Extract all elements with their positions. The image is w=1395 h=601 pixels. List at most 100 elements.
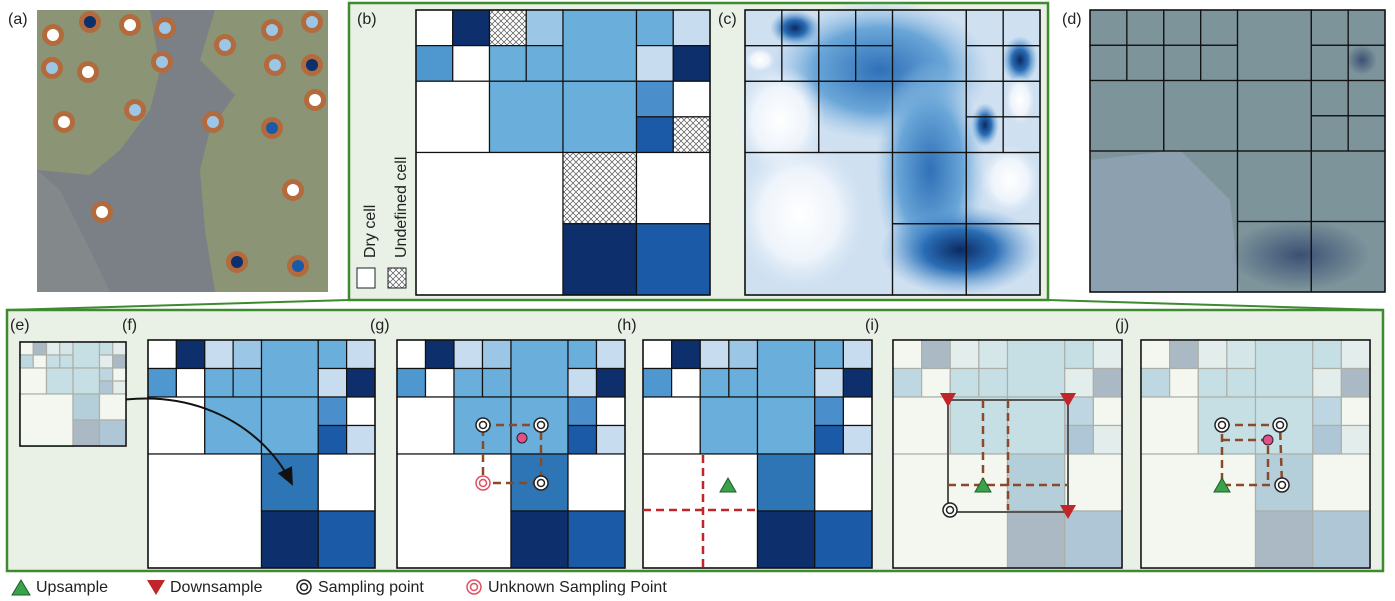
cell <box>526 46 563 82</box>
site <box>79 11 101 33</box>
cell <box>205 369 233 398</box>
cell <box>815 454 872 511</box>
cell <box>483 369 512 398</box>
cell <box>176 340 204 369</box>
cell <box>643 397 700 454</box>
cell <box>347 426 375 455</box>
cell <box>673 117 710 153</box>
site-center <box>46 62 58 74</box>
cell <box>568 454 625 511</box>
cell <box>526 10 563 46</box>
grid <box>416 10 710 295</box>
cell <box>597 397 626 426</box>
cell <box>637 46 674 82</box>
cell <box>318 340 346 369</box>
sampling-point <box>1273 418 1287 432</box>
cell <box>397 397 454 454</box>
site-center <box>266 122 278 134</box>
sampling-point <box>534 476 548 490</box>
cell <box>758 397 815 454</box>
downsample-icon <box>147 580 165 595</box>
site <box>304 89 326 111</box>
cell <box>568 426 597 455</box>
site-center <box>287 184 299 196</box>
cell <box>318 454 375 511</box>
cell <box>148 454 262 568</box>
sampling-point <box>476 476 490 490</box>
cell <box>426 340 455 369</box>
cell <box>637 224 711 295</box>
cell <box>729 369 758 398</box>
cell <box>490 46 527 82</box>
cell <box>843 369 872 398</box>
cell <box>262 454 319 511</box>
cell <box>454 340 483 369</box>
cell <box>758 511 815 568</box>
cell <box>563 153 637 224</box>
panel-label: (e) <box>10 317 30 334</box>
cell <box>318 511 375 568</box>
undefined-label: Undefined cell <box>393 157 410 258</box>
site <box>226 251 248 273</box>
cell <box>318 397 346 426</box>
sampling-icon <box>297 580 311 594</box>
panel-label: (j) <box>1115 317 1129 334</box>
cell <box>637 153 711 224</box>
dry-swatch <box>357 268 375 288</box>
cell <box>568 511 625 568</box>
panel-label: (d) <box>1062 11 1082 28</box>
dry-label: Dry cell <box>362 205 379 258</box>
figure: Dry cell Undefined cell (a) (b) (c) (d) … <box>0 0 1395 601</box>
site-center <box>306 59 318 71</box>
cell <box>673 81 710 117</box>
site <box>214 34 236 56</box>
cell <box>597 369 626 398</box>
site-center <box>292 260 304 272</box>
grid <box>148 340 375 568</box>
sampling-point <box>943 503 957 517</box>
cell <box>700 340 729 369</box>
cell <box>815 511 872 568</box>
cell <box>262 340 319 397</box>
legend-label: Sampling point <box>318 579 424 596</box>
cell <box>453 46 490 82</box>
cell <box>637 117 674 153</box>
panel-c <box>735 0 1040 295</box>
site <box>53 111 75 133</box>
cell <box>568 369 597 398</box>
cell <box>597 340 626 369</box>
cell <box>563 81 637 152</box>
cell <box>483 340 512 369</box>
cell <box>511 511 568 568</box>
cell <box>148 340 176 369</box>
sampling-point <box>476 418 490 432</box>
panel-label: (c) <box>718 11 737 28</box>
site-center <box>58 116 70 128</box>
cell <box>815 397 844 426</box>
grid <box>643 340 872 568</box>
cell <box>397 340 426 369</box>
cell <box>637 81 674 117</box>
cell <box>262 511 319 568</box>
site <box>119 14 141 36</box>
cell <box>843 340 872 369</box>
cell <box>347 369 375 398</box>
cell <box>815 369 844 398</box>
undefined-swatch <box>388 268 406 288</box>
cell <box>700 397 757 454</box>
cell <box>233 340 261 369</box>
cell <box>568 340 597 369</box>
cell <box>672 340 701 369</box>
cell <box>318 369 346 398</box>
site-center <box>156 56 168 68</box>
site-center <box>129 104 141 116</box>
site-center <box>266 24 278 36</box>
site <box>282 179 304 201</box>
sampling-point <box>534 418 548 432</box>
site-center <box>159 22 171 34</box>
site <box>91 201 113 223</box>
site <box>261 19 283 41</box>
cell <box>490 10 527 46</box>
cell <box>673 10 710 46</box>
cell <box>672 369 701 398</box>
